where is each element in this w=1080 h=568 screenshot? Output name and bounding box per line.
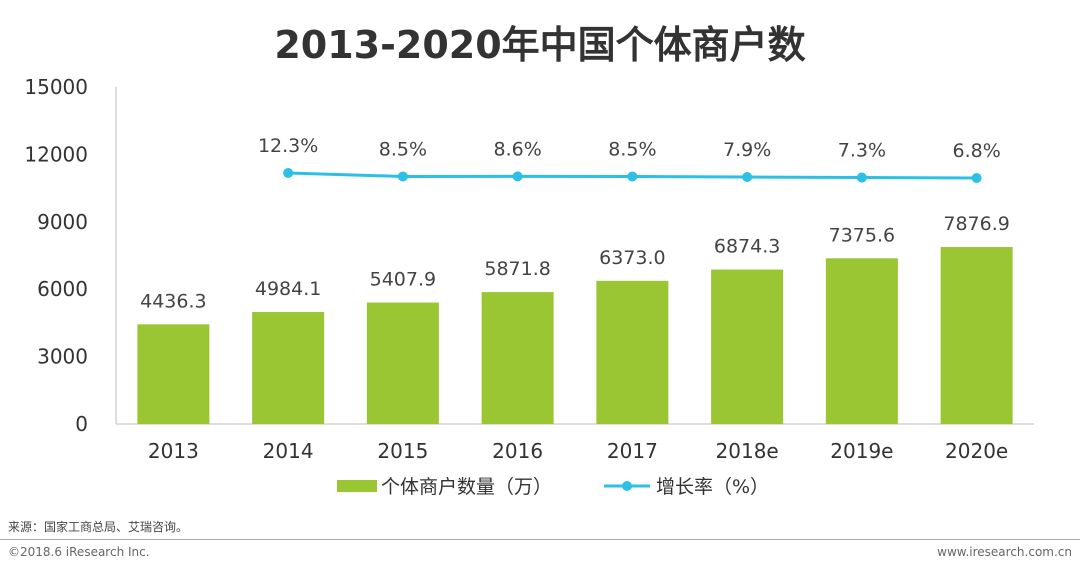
- growth-rate-label: 12.3%: [258, 135, 318, 157]
- chart-title: 2013-2020年中国个体商户数: [274, 23, 806, 67]
- y-tick-label: 3000: [37, 345, 88, 369]
- bar: [137, 324, 210, 424]
- x-tick-label: 2013: [148, 439, 199, 463]
- footer-divider: [0, 539, 1080, 540]
- growth-rate-point: [397, 171, 408, 182]
- legend-line-label: 增长率（%）: [656, 476, 769, 498]
- growth-rate-label: 6.8%: [952, 140, 1000, 162]
- y-axis: 0 3000 6000 9000 12000 15000: [24, 75, 117, 436]
- growth-rate-point: [627, 171, 638, 182]
- growth-rate-point: [283, 168, 294, 178]
- legend-bar-label: 个体商户数量（万）: [381, 476, 552, 498]
- growth-rate-point: [856, 172, 867, 183]
- growth-rate-point: [971, 173, 982, 183]
- growth-rate-point: [512, 171, 523, 182]
- bar-value-label: 5871.8: [484, 258, 550, 280]
- legend: 个体商户数量（万） 增长率（%）: [337, 476, 769, 498]
- bar-line-chart: 0 3000 6000 9000 12000 15000 2013 2014 2015 2016…: [24, 75, 1034, 498]
- bar: [711, 269, 784, 424]
- growth-rate-label: 8.5%: [379, 138, 427, 160]
- bar: [825, 258, 898, 424]
- x-tick-label: 2015: [377, 439, 428, 463]
- bar-series: [137, 247, 1013, 424]
- y-tick-label: 0: [75, 412, 88, 436]
- growth-rate-point: [742, 172, 753, 182]
- x-tick-label: 2018e: [716, 439, 779, 463]
- growth-rate-label: 7.3%: [838, 140, 886, 162]
- bar-value-label: 7876.9: [943, 213, 1009, 235]
- bar: [481, 292, 554, 424]
- bar: [940, 247, 1013, 424]
- bar-value-label: 4436.3: [140, 290, 206, 312]
- x-tick-label: 2019e: [830, 439, 893, 463]
- growth-rate-series: [283, 168, 982, 183]
- legend-bar-swatch: [337, 480, 377, 492]
- bar-value-label: 5407.9: [370, 269, 436, 291]
- bar: [596, 280, 669, 424]
- bar: [252, 312, 325, 424]
- y-tick-label: 6000: [37, 277, 88, 301]
- y-tick-label: 9000: [37, 210, 88, 234]
- bar-value-label: 6373.0: [599, 247, 665, 269]
- x-tick-label: 2016: [492, 439, 543, 463]
- growth-rate-label: 8.5%: [608, 138, 656, 160]
- y-tick-label: 12000: [24, 142, 88, 166]
- bar-value-labels: 4436.3 4984.1 5407.9 5871.8 6373.0 6874.3 7375…: [140, 213, 1010, 312]
- growth-rate-labels: 12.3% 8.5% 8.6% 8.5% 7.9% 7.3% 6.8%: [258, 135, 1001, 162]
- bar: [366, 302, 439, 424]
- copyright-text: ©2018.6 iResearch Inc.: [8, 545, 150, 559]
- x-axis: 2013 2014 2015 2016 2017 2018e 2019e 2020e: [116, 423, 1034, 463]
- growth-rate-label: 7.9%: [723, 139, 771, 161]
- y-tick-label: 15000: [24, 75, 88, 99]
- source-note: 来源：国家工商总局、艾瑞咨询。: [8, 520, 189, 534]
- bar-value-label: 4984.1: [255, 278, 321, 300]
- x-tick-label: 2017: [607, 439, 658, 463]
- bar-value-label: 6874.3: [714, 236, 780, 258]
- bar-value-label: 7375.6: [829, 224, 895, 246]
- growth-rate-label: 8.6%: [493, 138, 541, 160]
- legend-line-marker: [622, 481, 632, 491]
- x-tick-label: 2014: [263, 439, 314, 463]
- website-text: www.iresearch.com.cn: [937, 545, 1072, 559]
- x-tick-label: 2020e: [945, 439, 1008, 463]
